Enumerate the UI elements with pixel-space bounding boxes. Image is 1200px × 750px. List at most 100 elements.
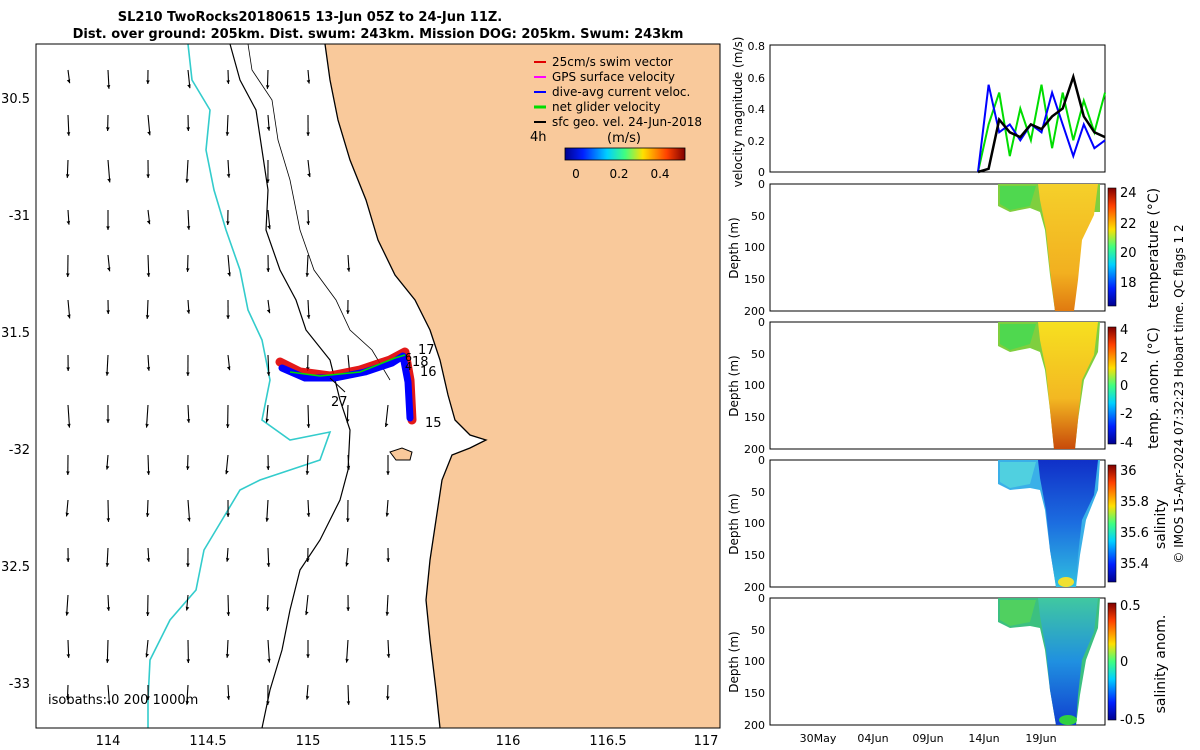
current-arrow-head <box>66 132 71 136</box>
y-tick-label: 0.2 <box>748 135 766 148</box>
colorbar-tick: -2 <box>1120 407 1133 422</box>
current-arrow-head <box>226 513 230 517</box>
current-arrow-head <box>66 471 70 475</box>
legend-label: 25cm/s swim vector <box>552 55 673 69</box>
depth-tick: 200 <box>744 719 765 732</box>
current-vectors <box>65 69 391 706</box>
salinity-anomaly-colorbar <box>1107 602 1117 721</box>
track-label: 4 <box>405 360 412 373</box>
current-arrow-head <box>66 558 70 562</box>
isobath-1000m <box>147 44 332 728</box>
legend-item: dive-avg current veloc. <box>534 85 690 99</box>
x-tick-label: 116 <box>496 734 521 749</box>
current-arrow-head <box>146 696 150 700</box>
track-labels: 17 18 16 15 27 6 4 <box>331 343 442 431</box>
current-arrow <box>186 159 189 183</box>
current-arrow-head <box>266 268 270 272</box>
current-arrow-head <box>266 126 271 131</box>
y-tick-label: 32.5 <box>1 560 30 575</box>
colorbar-tick: 18 <box>1120 276 1137 291</box>
depth-tick: 150 <box>744 273 765 286</box>
depth-tick: 50 <box>751 348 765 361</box>
depth-tick: 0 <box>758 454 765 467</box>
legend-item: sfc geo. vel. 24-Jun-2018 <box>534 115 702 129</box>
y-tick-label: 31.5 <box>1 326 30 341</box>
current-arrow-head <box>306 221 310 225</box>
depth-tick: 200 <box>744 581 765 594</box>
x-tick-label: 117 <box>694 734 719 749</box>
current-arrow-head <box>266 701 270 705</box>
x-tick-label: 04Jun <box>857 732 888 745</box>
current-arrow-head <box>146 471 151 475</box>
legend-label: net glider velocity <box>552 100 660 114</box>
depth-tick: 100 <box>744 241 765 254</box>
salinity-colorbar <box>1107 464 1117 583</box>
x-tick-label: 30May <box>800 732 837 745</box>
current-arrow-head <box>226 315 230 319</box>
current-arrow-head <box>65 512 70 517</box>
current-arrow-head <box>266 563 271 567</box>
current-arrow-head <box>226 221 230 225</box>
track-label: 17 <box>418 343 435 358</box>
current-arrow <box>385 404 389 428</box>
current-arrow-head <box>267 225 271 230</box>
current-arrow-head <box>226 80 230 84</box>
colorbar-tick: 0.5 <box>1120 599 1141 614</box>
x-tick-label: 116.5 <box>589 734 626 749</box>
depth-tick: 100 <box>744 655 765 668</box>
current-arrow-head <box>186 659 190 663</box>
map-legend: 25cm/s swim vector GPS surface velocity … <box>534 55 702 129</box>
current-arrow-head <box>66 367 70 371</box>
current-arrow-head <box>65 611 70 616</box>
y-tick-label: -32 <box>9 443 30 458</box>
current-arrow-head <box>146 558 150 562</box>
current-arrow-head <box>266 309 271 314</box>
colorbar-label: salinity anom. <box>1153 615 1169 714</box>
current-arrow-head <box>187 517 191 522</box>
current-arrow-head <box>105 563 110 567</box>
current-arrow-head <box>105 465 110 470</box>
depth-tick: 100 <box>744 517 765 530</box>
colorbar-tick: 0.4 <box>650 167 669 181</box>
current-arrow-head <box>106 226 110 230</box>
depth-tick: 50 <box>751 624 765 637</box>
current-arrow-head <box>66 273 70 277</box>
y-tick-label: -31 <box>9 209 30 224</box>
legend-label: dive-avg current veloc. <box>552 85 690 99</box>
current-arrow-head <box>266 179 270 183</box>
current-arrow-head <box>385 423 389 427</box>
current-arrow-head <box>185 606 190 611</box>
colorbar-tick: 35.4 <box>1120 557 1149 572</box>
current-arrow-head <box>345 562 349 567</box>
legend-item: GPS surface velocity <box>534 70 675 84</box>
colorbar-gradient <box>564 147 686 161</box>
current-arrow-head <box>306 424 311 428</box>
current-arrow-head <box>105 659 110 663</box>
track-label: 18 <box>412 355 429 370</box>
current-arrow-head <box>186 309 191 314</box>
current-arrow-head <box>226 366 231 371</box>
depth-tick: 0 <box>758 592 765 605</box>
colorbar-tick: 22 <box>1120 217 1137 232</box>
current-arrow <box>67 404 71 428</box>
current-arrow-head <box>145 315 150 319</box>
current-arrow-head <box>386 654 391 658</box>
current-arrow-head <box>266 466 270 470</box>
track-label: 16 <box>420 365 437 380</box>
current-arrow-head <box>306 654 310 658</box>
colorbar-tick: 0 <box>1120 655 1128 670</box>
map-x-axis: 114 114.5 115 115.5 116 116.5 117 <box>96 734 719 749</box>
colorbar-tick: 35.8 <box>1120 495 1149 510</box>
depth-tick: 0 <box>758 316 765 329</box>
current-arrow <box>145 404 149 428</box>
current-arrow <box>307 404 310 428</box>
map-y-axis: 30.5 -31 31.5 -32 32.5 -33 <box>1 92 30 692</box>
current-arrow-head <box>386 558 390 562</box>
current-arrow-head <box>186 372 190 376</box>
y-tick-label: 0 <box>758 166 765 179</box>
salinity-anomaly-panel: 0 50 100 150 200 Depth (m) 0.5 0 -0.5 sa… <box>727 592 1169 745</box>
current-arrow <box>267 639 271 663</box>
current-arrow <box>107 499 110 522</box>
colorbar-tick: 4 <box>1120 323 1128 338</box>
current-arrow-head <box>106 310 110 314</box>
